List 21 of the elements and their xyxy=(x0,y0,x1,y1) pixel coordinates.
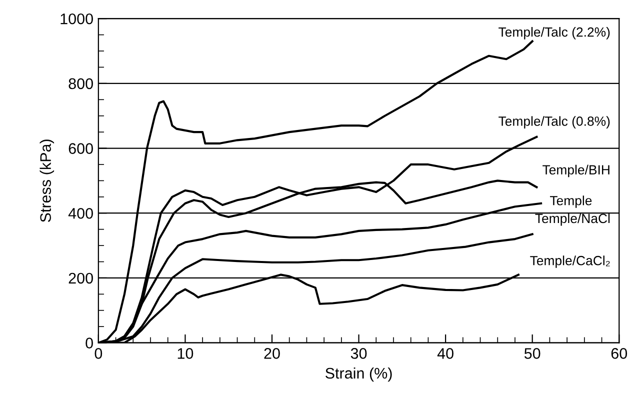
y-tick-label: 800 xyxy=(68,78,93,90)
series-label: Temple/Talc (2.2%) xyxy=(498,27,610,40)
series-label: Temple xyxy=(550,196,592,208)
x-tick-label: 60 xyxy=(611,348,628,359)
x-tick-label: 30 xyxy=(350,348,367,359)
series-label: Temple/CaCl₂ xyxy=(530,256,610,268)
x-tick-label: 0 xyxy=(94,348,102,359)
y-tick-label: 200 xyxy=(68,272,93,284)
series-label: Temple/NaCl xyxy=(535,213,610,226)
x-tick-label: 20 xyxy=(264,348,280,359)
y-tick-label: 1000 xyxy=(60,13,93,24)
y-axis-title: Stress (kPa) xyxy=(40,140,54,222)
y-tick-label: 0 xyxy=(86,338,93,348)
x-tick-label: 50 xyxy=(524,348,540,359)
series-label: Temple/BIH xyxy=(542,164,610,178)
x-tick-label: 10 xyxy=(178,348,194,359)
x-axis-title: Strain (%) xyxy=(326,367,392,382)
y-tick-label: 400 xyxy=(68,208,93,219)
x-tick-label: 40 xyxy=(437,348,454,359)
series-label: Temple/Talc (0.8%) xyxy=(498,116,610,128)
y-tick-label: 600 xyxy=(68,143,93,154)
